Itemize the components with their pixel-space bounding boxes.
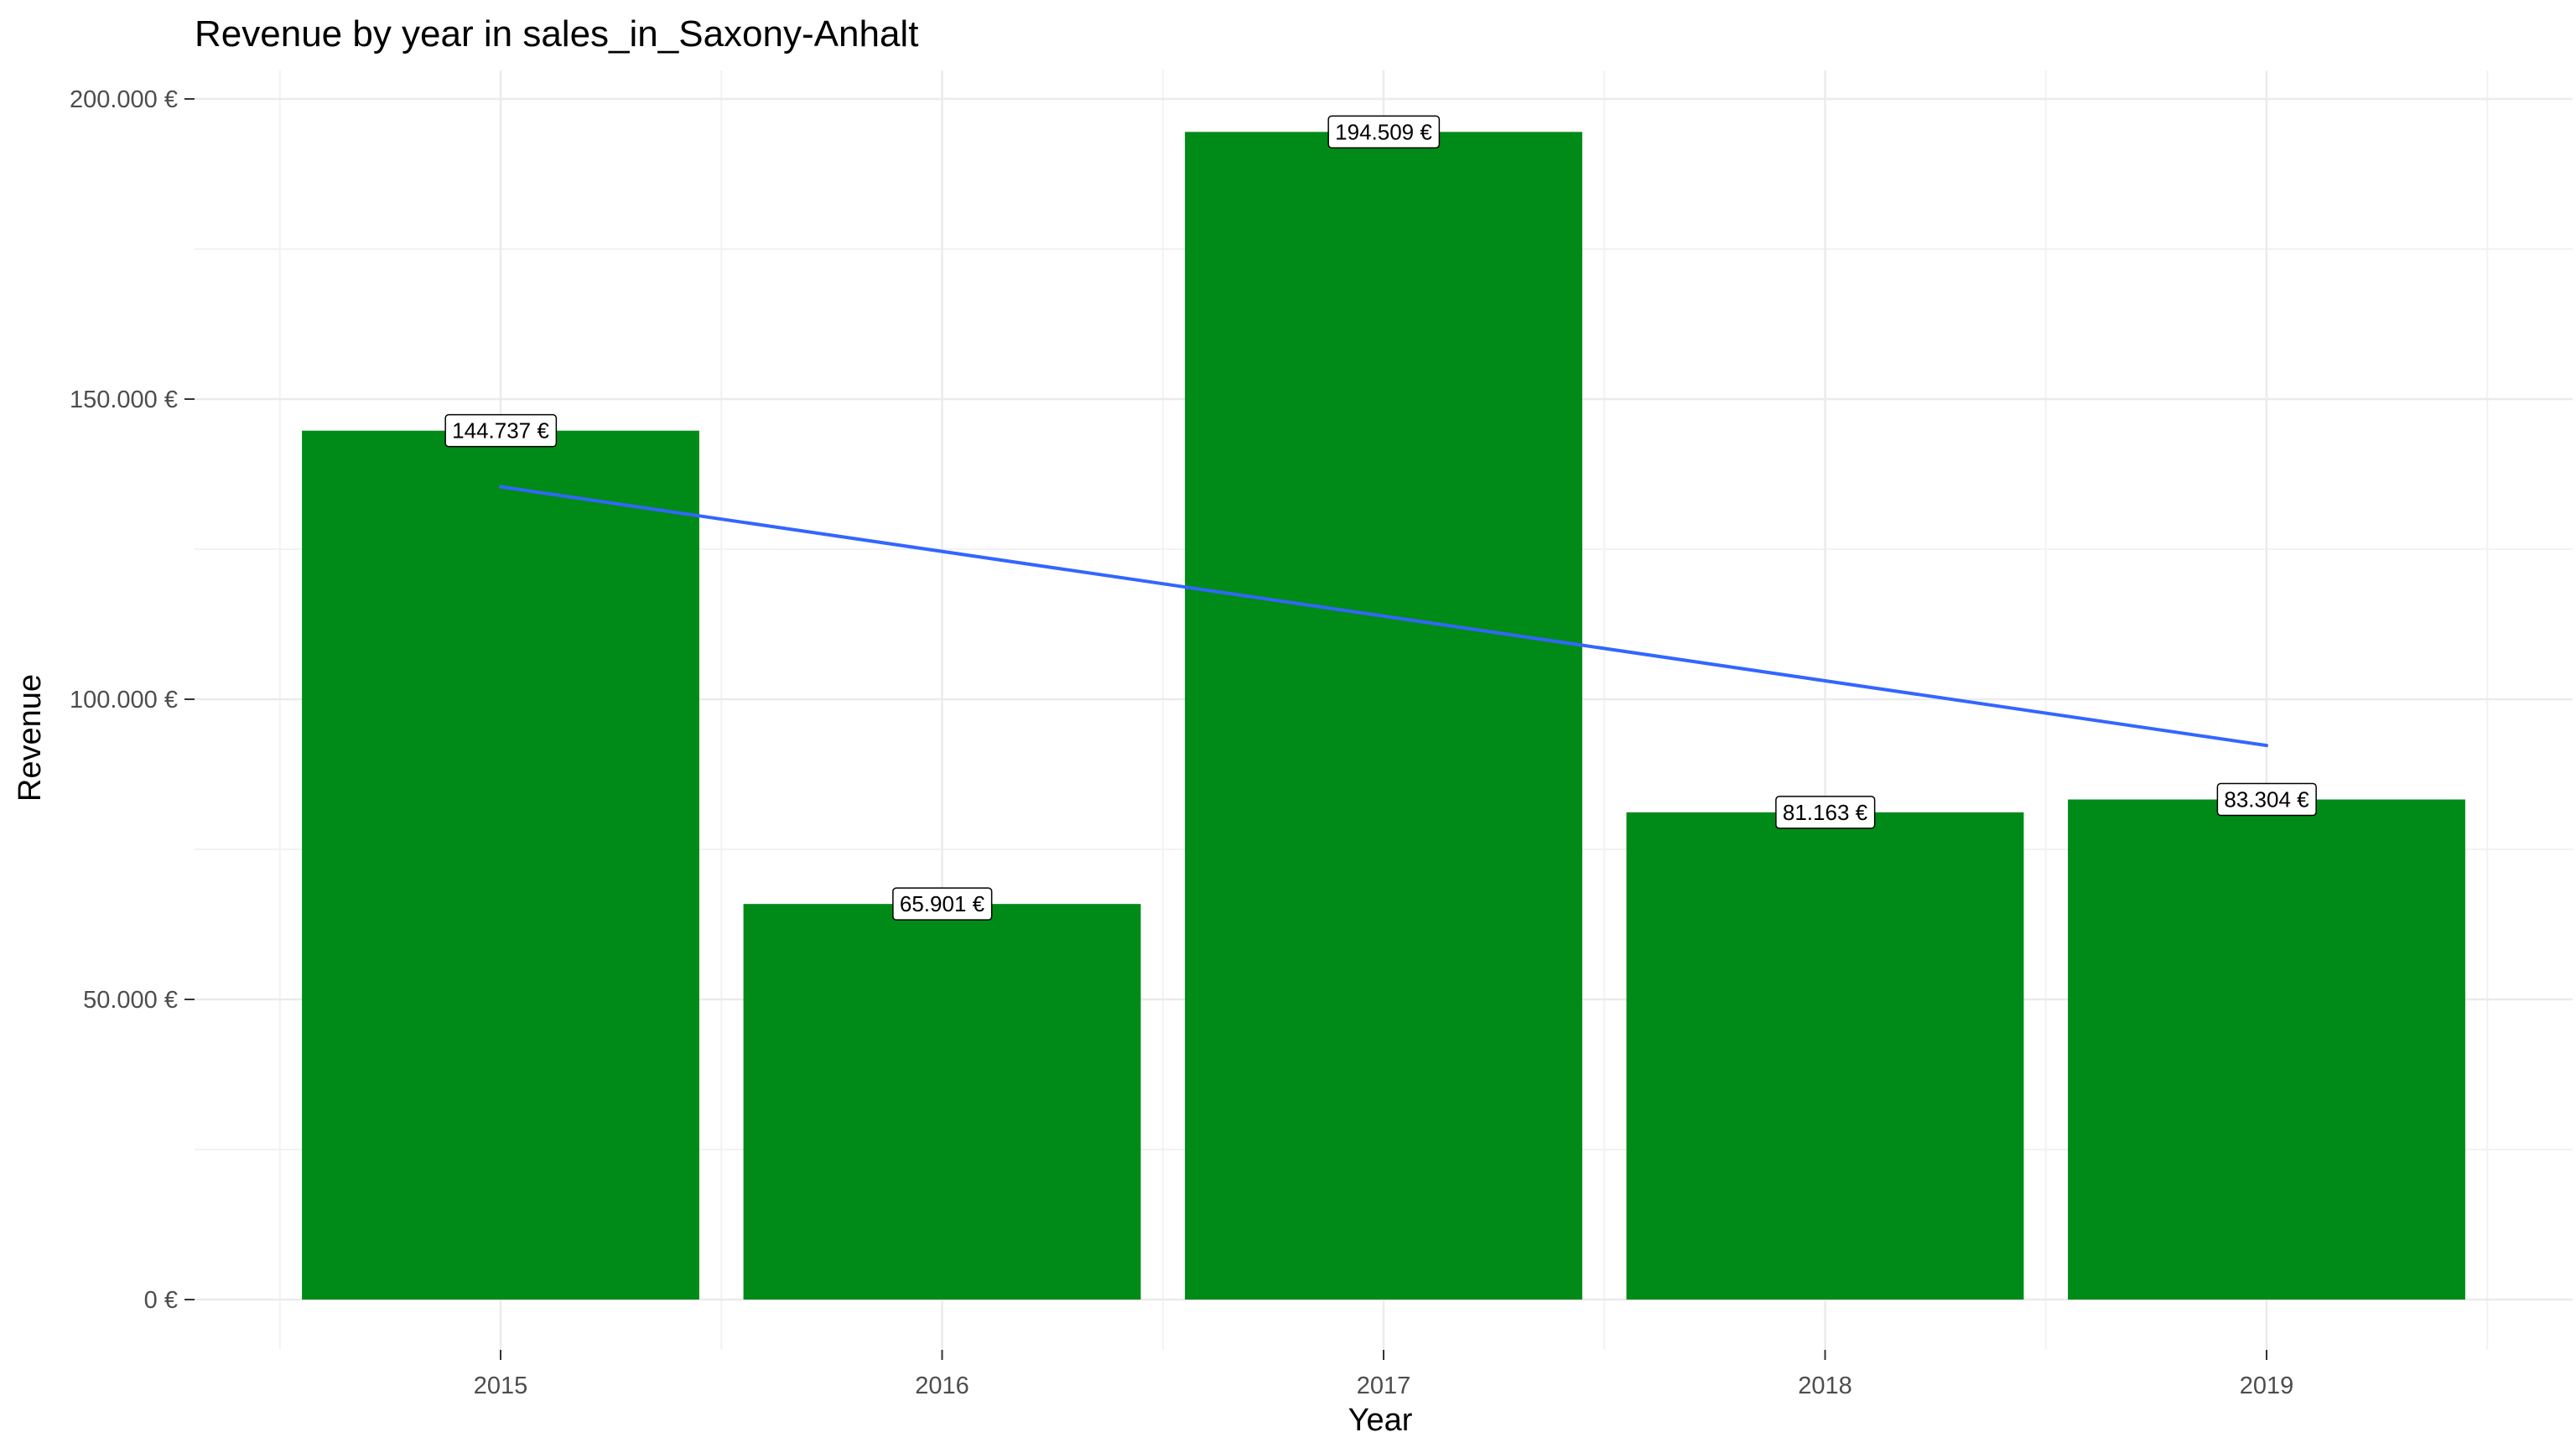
bar-2019 [2068, 799, 2465, 1300]
trend-line [499, 485, 2268, 748]
bar-2015 [302, 430, 699, 1300]
bar-2016 [743, 904, 1141, 1300]
x-axis-title: Year [1348, 1403, 1413, 1438]
y-tick-label: 0 € [144, 1287, 178, 1314]
data-label-text: 81.163 € [1783, 800, 1868, 825]
data-label-box [892, 887, 993, 921]
trend-line-layer [499, 485, 2268, 748]
y-tick-label: 200.000 € [70, 86, 178, 113]
data-label-2015: 144.737 € [444, 413, 558, 448]
data-labels: 144.737 € 65.901 € 194.509 € 81.163 € 83.304… [444, 115, 2317, 921]
chart-title: Revenue by year in sales_in_Saxony-Anhal… [195, 13, 918, 54]
y-axis-title: Revenue [13, 674, 48, 802]
x-tick-label: 2016 [915, 1373, 969, 1399]
y-tick-label: 100.000 € [70, 687, 178, 714]
data-label-2018: 81.163 € [1775, 796, 1876, 829]
data-label-text: 144.737 € [452, 418, 549, 444]
x-tick-label: 2019 [2240, 1373, 2294, 1399]
x-tick-label: 2015 [474, 1373, 528, 1399]
bars [302, 132, 2465, 1300]
bar-2017 [1185, 132, 1582, 1300]
data-label-2019: 83.304 € [2216, 782, 2317, 817]
bar-2018 [1626, 812, 2024, 1300]
x-tick-label: 2017 [1357, 1373, 1411, 1399]
data-label-2016: 65.901 € [892, 887, 993, 921]
axis-ticks: 0 € 50.000 € 100.000 € 150.000 € 200.000 € 20… [70, 86, 2293, 1399]
y-tick-label: 150.000 € [70, 387, 178, 413]
data-label-2017: 194.509 € [1327, 115, 1441, 149]
data-label-box [1327, 115, 1441, 149]
x-tick-label: 2018 [1798, 1373, 1852, 1399]
data-label-text: 65.901 € [900, 891, 985, 916]
data-label-text: 83.304 € [2224, 787, 2309, 812]
y-tick-label: 50.000 € [83, 987, 178, 1014]
data-label-box [444, 413, 558, 448]
data-label-box [1775, 796, 1876, 829]
data-label-box [2216, 782, 2317, 817]
data-label-text: 194.509 € [1335, 119, 1432, 144]
